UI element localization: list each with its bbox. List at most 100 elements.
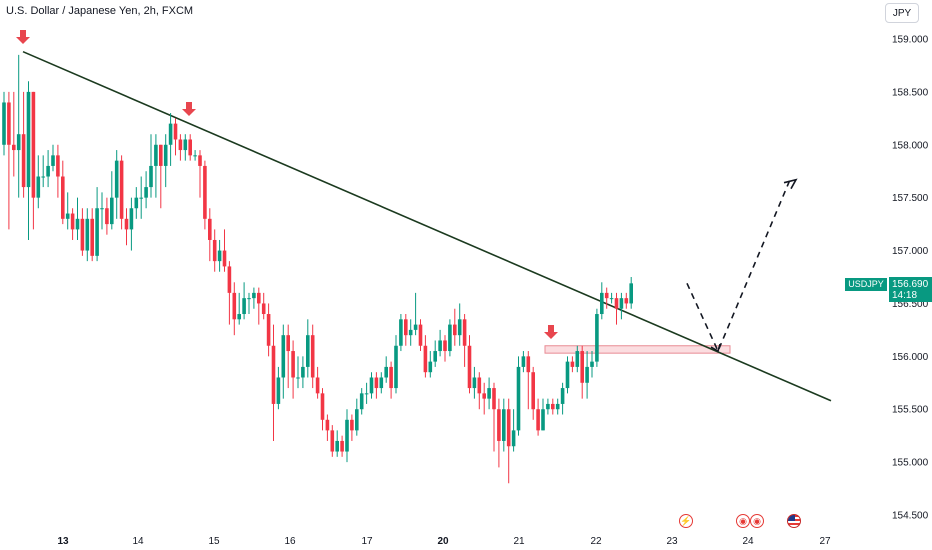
candle-body bbox=[212, 239, 217, 262]
candle-body bbox=[340, 440, 344, 452]
candle-body bbox=[629, 283, 633, 304]
lightning-icon[interactable]: ⚡ bbox=[679, 514, 693, 528]
x-tick-label: 23 bbox=[666, 536, 678, 547]
candle-body bbox=[418, 324, 423, 346]
candle-body bbox=[193, 155, 197, 157]
y-tick-label: 156.500 bbox=[892, 299, 929, 310]
candle-body bbox=[408, 329, 413, 336]
markers-layer bbox=[16, 30, 558, 339]
candle-body bbox=[203, 165, 207, 219]
candle-body bbox=[492, 388, 496, 410]
candle-body bbox=[526, 356, 531, 373]
candle-body bbox=[168, 123, 173, 145]
candle-body bbox=[51, 155, 55, 166]
candle-body bbox=[551, 403, 555, 410]
y-tick-label: 155.000 bbox=[892, 458, 929, 469]
candle-body bbox=[423, 345, 428, 373]
us-flag-icon[interactable] bbox=[787, 514, 801, 528]
candle-body bbox=[188, 139, 192, 156]
currency-button[interactable]: JPY bbox=[885, 3, 919, 23]
candle-body bbox=[472, 377, 477, 389]
trendline bbox=[22, 50, 832, 402]
candle-body bbox=[110, 197, 114, 225]
candle-body bbox=[208, 218, 212, 240]
down-arrow-marker bbox=[20, 30, 26, 37]
economic-event-icon[interactable]: ◉ bbox=[750, 514, 764, 528]
down-arrow-marker bbox=[186, 102, 192, 109]
countdown-value: 14:18 bbox=[892, 290, 918, 301]
candle-body bbox=[232, 292, 237, 320]
chart-title: U.S. Dollar / Japanese Yen, 2h, FXCM bbox=[6, 5, 194, 17]
y-tick-label: 155.500 bbox=[892, 405, 929, 416]
last-price-value: 156.690 bbox=[892, 279, 929, 290]
time-axis: 13 14 15 16 17 20 21 22 23 24 27 bbox=[57, 536, 831, 547]
candle-body bbox=[100, 208, 104, 210]
x-tick-label: 21 bbox=[513, 536, 525, 547]
candle-body bbox=[609, 298, 614, 300]
candle-body bbox=[379, 377, 384, 389]
candle-body bbox=[320, 393, 325, 420]
candle-body bbox=[306, 335, 310, 367]
candle-body bbox=[345, 419, 349, 452]
last-price-tag: 156.690 14:18 bbox=[889, 277, 932, 302]
candle-body bbox=[604, 292, 609, 299]
candle-body bbox=[56, 155, 60, 177]
candle-body bbox=[619, 298, 624, 309]
candle-body bbox=[154, 144, 158, 166]
candle-body bbox=[21, 134, 26, 188]
x-tick-label: 27 bbox=[819, 536, 831, 547]
candle-body bbox=[521, 356, 526, 367]
projection-arrowhead bbox=[783, 178, 798, 190]
candle-body bbox=[281, 335, 286, 378]
candle-body bbox=[217, 250, 222, 262]
y-tick-label: 156.000 bbox=[892, 352, 929, 363]
candle-body bbox=[276, 377, 281, 404]
price-axis: 154.500 155.000 155.500 156.000 156.500 157.0… bbox=[892, 35, 929, 522]
y-tick-label: 157.000 bbox=[892, 246, 929, 257]
x-tick-label: 15 bbox=[208, 536, 220, 547]
x-tick-label: 14 bbox=[132, 536, 144, 547]
candle-body bbox=[404, 319, 408, 336]
candle-body bbox=[90, 218, 94, 256]
candle-body bbox=[41, 176, 45, 178]
candle-body bbox=[335, 440, 339, 452]
trendline-layer bbox=[22, 50, 832, 402]
candle-body bbox=[65, 213, 70, 219]
candle-body bbox=[369, 377, 374, 394]
x-tick-label: 24 bbox=[742, 536, 754, 547]
candle-body bbox=[565, 361, 570, 389]
candle-body bbox=[114, 160, 119, 198]
candle-body bbox=[26, 91, 31, 188]
candle-body bbox=[624, 298, 629, 304]
resistance-zone-layer bbox=[544, 345, 731, 354]
candle-body bbox=[7, 102, 11, 145]
candle-body bbox=[600, 292, 604, 315]
candle-body bbox=[105, 208, 109, 225]
candle-body bbox=[487, 388, 491, 399]
candle-body bbox=[585, 366, 589, 383]
y-tick-label: 158.000 bbox=[892, 140, 929, 151]
candle-body bbox=[266, 314, 271, 346]
candle-body bbox=[124, 218, 129, 230]
candle-body bbox=[506, 409, 511, 447]
candle-body bbox=[222, 250, 227, 267]
candle-body bbox=[560, 388, 565, 404]
candle-body bbox=[310, 335, 315, 378]
candle-body bbox=[413, 324, 418, 330]
candle-body bbox=[2, 102, 6, 145]
candle-body bbox=[95, 208, 99, 256]
candle-body bbox=[580, 351, 584, 383]
candle-body bbox=[227, 266, 232, 293]
candle-body bbox=[16, 134, 21, 151]
candle-body bbox=[462, 319, 467, 346]
projection-path bbox=[686, 179, 791, 354]
candle-body bbox=[330, 430, 335, 452]
economic-event-icon[interactable]: ◉ bbox=[736, 514, 750, 528]
candle-body bbox=[355, 409, 359, 431]
candle-body bbox=[536, 409, 540, 431]
candle-body bbox=[178, 139, 183, 151]
candle-body bbox=[119, 160, 124, 219]
candle-body bbox=[85, 218, 90, 251]
candle-body bbox=[144, 187, 148, 198]
